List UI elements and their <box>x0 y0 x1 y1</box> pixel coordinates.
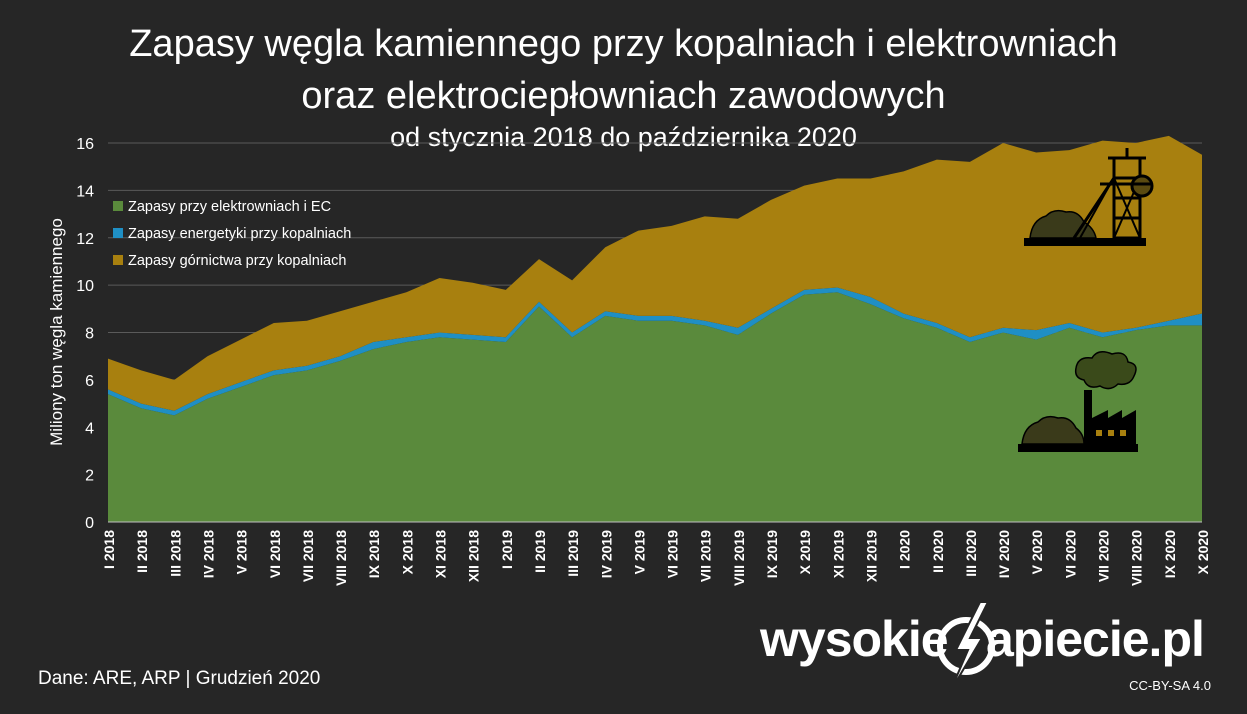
y-tick-label: 14 <box>76 183 94 200</box>
stacked-area-chart: 0 2 4 6 8 10 12 14 16 I 2018 II 2018 III 2018 IV 201… <box>47 135 1211 586</box>
x-tick-label: XI 2019 <box>830 530 846 578</box>
x-tick-label: X 2019 <box>797 530 813 575</box>
legend-swatch <box>113 255 123 265</box>
power-plant-icon <box>1018 351 1138 452</box>
y-tick-label: 4 <box>85 420 94 437</box>
logo-text-left: wysokie <box>760 611 949 667</box>
legend-swatch <box>113 201 123 211</box>
legend-label: Zapasy przy elektrowniach i EC <box>128 199 331 215</box>
y-tick-label: 8 <box>85 326 94 343</box>
x-tick-label: XII 2019 <box>863 530 879 582</box>
chart-title: Zapasy węgla kamiennego przy kopalniach … <box>129 23 1118 65</box>
x-tick-label: VIII 2020 <box>1129 530 1145 586</box>
area-series-1 <box>108 292 1202 522</box>
mine-shaft-icon <box>1024 148 1154 246</box>
x-tick-label: IX 2019 <box>764 530 780 578</box>
x-tick-label: II 2019 <box>532 530 548 573</box>
chart-subtitle: od stycznia 2018 do października 2020 <box>390 122 857 152</box>
x-tick-label: IV 2020 <box>996 530 1012 578</box>
logo-text-right: apiecie.pl <box>986 611 1205 667</box>
legend-label: Zapasy energetyki przy kopalniach <box>128 226 351 242</box>
brand-logo: wysokie apiecie.pl <box>760 600 1220 692</box>
axes: 0 2 4 6 8 10 12 14 16 I 2018 II 2018 III 2018 IV 201… <box>47 136 1211 586</box>
x-tick-label: VII 2020 <box>1096 530 1112 582</box>
legend-label: Zapasy górnictwa przy kopalniach <box>128 253 346 269</box>
x-tick-label: I 2018 <box>101 530 117 569</box>
y-tick-label: 2 <box>85 468 94 485</box>
x-tick-label: VI 2018 <box>267 530 283 578</box>
x-tick-label: V 2020 <box>1029 530 1045 575</box>
x-tick-label: I 2019 <box>499 530 515 569</box>
x-tick-label: II 2020 <box>930 530 946 573</box>
x-tick-label: IX 2020 <box>1162 530 1178 578</box>
x-tick-label: III 2020 <box>963 530 979 577</box>
x-tick-label: II 2018 <box>134 530 150 573</box>
x-tick-label: IV 2019 <box>598 530 614 578</box>
legend-swatch <box>113 228 123 238</box>
area-series-3 <box>108 135 1202 411</box>
area-series <box>108 135 1202 522</box>
y-tick-label: 10 <box>76 278 94 295</box>
x-tick-label: XII 2018 <box>466 530 482 582</box>
illustrations <box>1018 148 1154 452</box>
x-tick-label: V 2019 <box>631 530 647 575</box>
legend: Zapasy przy elektrowniach i EC Zapasy ene… <box>113 199 351 269</box>
x-tick-label: X 2020 <box>1195 530 1211 575</box>
chart-title-line2: oraz elektrociepłowniach zawodowych <box>301 75 946 117</box>
y-tick-label: 6 <box>85 373 94 390</box>
y-tick-label: 0 <box>85 515 94 532</box>
lightning-logo-icon <box>937 601 995 692</box>
y-tick-label: 16 <box>76 136 94 153</box>
y-tick-label: 12 <box>76 231 94 248</box>
x-tick-label: VIII 2019 <box>731 530 747 586</box>
data-source-note: Dane: ARE, ARP | Grudzień 2020 <box>38 668 321 689</box>
x-tick-label: X 2018 <box>399 530 415 575</box>
y-axis-label: Miliony ton węgla kamiennego <box>47 218 66 446</box>
x-tick-label: VI 2019 <box>665 530 681 578</box>
x-tick-label: I 2020 <box>897 530 913 569</box>
x-tick-label: XI 2018 <box>433 530 449 578</box>
x-tick-label: IV 2018 <box>200 530 216 578</box>
x-tick-label: VII 2019 <box>698 530 714 582</box>
x-tick-label: III 2019 <box>565 530 581 577</box>
x-tick-label: V 2018 <box>234 530 250 575</box>
x-tick-label: VIII 2018 <box>333 530 349 586</box>
x-tick-label: IX 2018 <box>366 530 382 578</box>
x-tick-label: III 2018 <box>167 530 183 577</box>
x-tick-label: VI 2020 <box>1062 530 1078 578</box>
x-tick-label: VII 2018 <box>300 530 316 582</box>
license-label: CC-BY-SA 4.0 <box>1129 678 1211 693</box>
